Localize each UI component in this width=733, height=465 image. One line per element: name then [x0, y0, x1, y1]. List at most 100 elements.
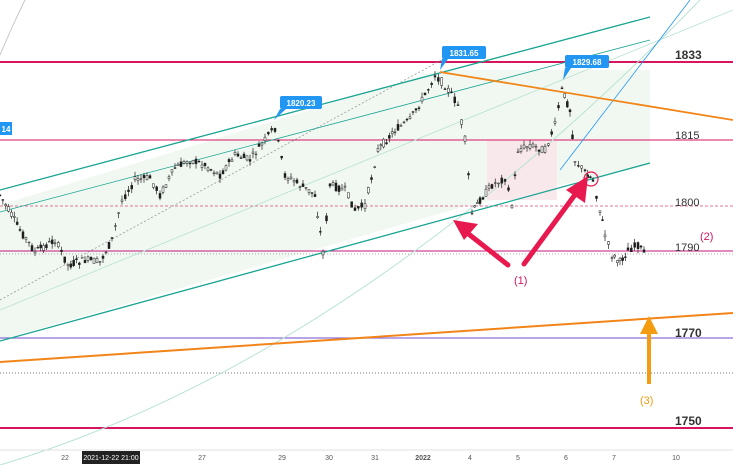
candle-body	[69, 263, 73, 268]
x-tick: 2022	[415, 455, 431, 462]
x-tick: 30	[325, 455, 333, 462]
dotted-diagonal	[0, 49, 461, 301]
candle-body	[537, 149, 541, 152]
candle-body	[408, 116, 412, 119]
candle-body	[182, 161, 186, 164]
candle-body	[152, 183, 155, 188]
candle-body	[239, 157, 243, 159]
annotation-label-3: (3)	[640, 395, 653, 407]
candle-body	[591, 179, 595, 182]
candle-body	[1, 199, 5, 201]
price-tag-1829[interactable]: 1829.68	[563, 55, 609, 80]
candle-body	[21, 231, 25, 239]
candle-body	[36, 247, 40, 249]
candle-body	[316, 216, 319, 218]
candle-body	[325, 215, 328, 222]
arrow-annotation-3	[640, 316, 658, 384]
candle-body	[107, 241, 111, 249]
candle-body	[399, 125, 403, 127]
orange-resistance-line	[439, 71, 733, 121]
candle-body	[80, 256, 84, 259]
candle-body	[283, 173, 287, 178]
candle-body	[98, 261, 102, 263]
candle-body	[161, 186, 165, 193]
candle-body	[473, 205, 476, 208]
candle-body	[200, 164, 204, 168]
candle-body	[267, 131, 270, 135]
candle-body	[130, 185, 133, 190]
candle-body	[191, 160, 195, 164]
candle-body	[155, 186, 158, 191]
candle-body	[304, 187, 308, 189]
time-highlight-box	[82, 451, 140, 464]
candle-body	[301, 183, 305, 187]
candle-body	[626, 247, 630, 251]
candle-body	[550, 131, 553, 135]
candle-body	[173, 167, 177, 169]
candle-body	[289, 176, 293, 179]
candle-body	[75, 258, 78, 260]
candle-body	[453, 96, 456, 104]
candle-body	[164, 184, 168, 188]
candle-body	[580, 165, 583, 169]
candle-body	[379, 144, 383, 147]
x-tick: 22	[61, 455, 69, 462]
candle-body	[405, 118, 409, 121]
candle-body	[370, 177, 373, 180]
time-highlight-label: 2021-12-22 21:00	[83, 455, 138, 462]
candle-body	[467, 173, 470, 176]
candle-body	[53, 242, 57, 244]
candle-body	[433, 75, 437, 78]
candle-body	[367, 187, 370, 194]
price-tag-1831[interactable]: 1831.65	[440, 46, 486, 70]
candle-body	[603, 234, 607, 238]
candles	[0, 71, 646, 271]
candle-body	[376, 148, 380, 152]
orange-support-line	[0, 312, 733, 363]
candle-body	[13, 216, 16, 218]
candle-body	[639, 245, 643, 248]
candle-body	[589, 176, 592, 178]
candle-body	[78, 262, 81, 265]
candle-body	[390, 131, 394, 135]
candle-body	[373, 166, 376, 168]
candle-body	[194, 158, 198, 165]
candle-body	[430, 83, 433, 85]
candle-body	[531, 143, 535, 148]
candle-body	[563, 93, 566, 98]
candle-body	[568, 109, 572, 113]
candle-body	[110, 237, 114, 239]
x-tick: 10	[672, 455, 680, 462]
candle-body	[616, 260, 619, 263]
candle-body	[179, 161, 183, 167]
candle-body	[224, 165, 228, 171]
candle-body	[142, 174, 146, 179]
candle-body	[534, 146, 538, 148]
candle-body	[50, 239, 54, 245]
candle-body	[494, 182, 497, 184]
price-tag-1820[interactable]: 1820.23	[274, 96, 322, 120]
candle-body	[560, 87, 564, 89]
candle-body	[60, 249, 63, 252]
candle-body	[245, 155, 249, 161]
candle-body	[503, 179, 507, 182]
candle-body	[601, 219, 604, 221]
price-tag-left[interactable]: 14	[0, 122, 12, 135]
candle-body	[621, 257, 624, 261]
candle-body	[456, 104, 460, 106]
candle-body	[414, 108, 418, 111]
level-label-1770: 1770	[675, 326, 702, 340]
candle-body	[218, 173, 222, 179]
candle-body	[127, 189, 130, 192]
annotation-label-2: (2)	[700, 231, 713, 243]
candle-body	[230, 159, 234, 162]
candle-body	[566, 101, 569, 108]
candle-body	[447, 87, 450, 93]
candle-body	[72, 260, 75, 266]
candle-body	[607, 241, 610, 245]
candle-body	[583, 169, 587, 172]
channel-upper-line	[0, 16, 651, 191]
candle-body	[481, 197, 485, 200]
annotation-label-1: (1)	[514, 275, 527, 287]
